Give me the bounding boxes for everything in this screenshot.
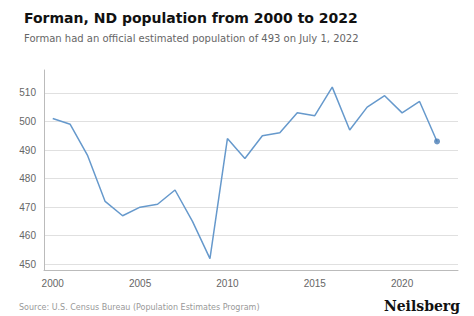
svg-text:490: 490 [19, 145, 36, 156]
svg-text:2010: 2010 [216, 278, 239, 289]
svg-text:510: 510 [19, 87, 36, 98]
svg-text:Source: U.S. Census Bureau (Po: Source: U.S. Census Bureau (Population E… [19, 303, 260, 312]
svg-text:2005: 2005 [129, 278, 152, 289]
svg-text:2015: 2015 [304, 278, 327, 289]
svg-text:480: 480 [19, 173, 36, 184]
svg-text:Neilsberg: Neilsberg [384, 298, 460, 314]
svg-text:500: 500 [19, 116, 36, 127]
svg-text:470: 470 [19, 202, 36, 213]
svg-text:2020: 2020 [391, 278, 414, 289]
svg-text:460: 460 [19, 230, 36, 241]
svg-text:2000: 2000 [42, 278, 65, 289]
svg-text:450: 450 [19, 259, 36, 270]
svg-text:Forman, ND population from 200: Forman, ND population from 2000 to 2022 [24, 10, 358, 26]
svg-text:Forman had an official estimat: Forman had an official estimated populat… [24, 33, 359, 44]
